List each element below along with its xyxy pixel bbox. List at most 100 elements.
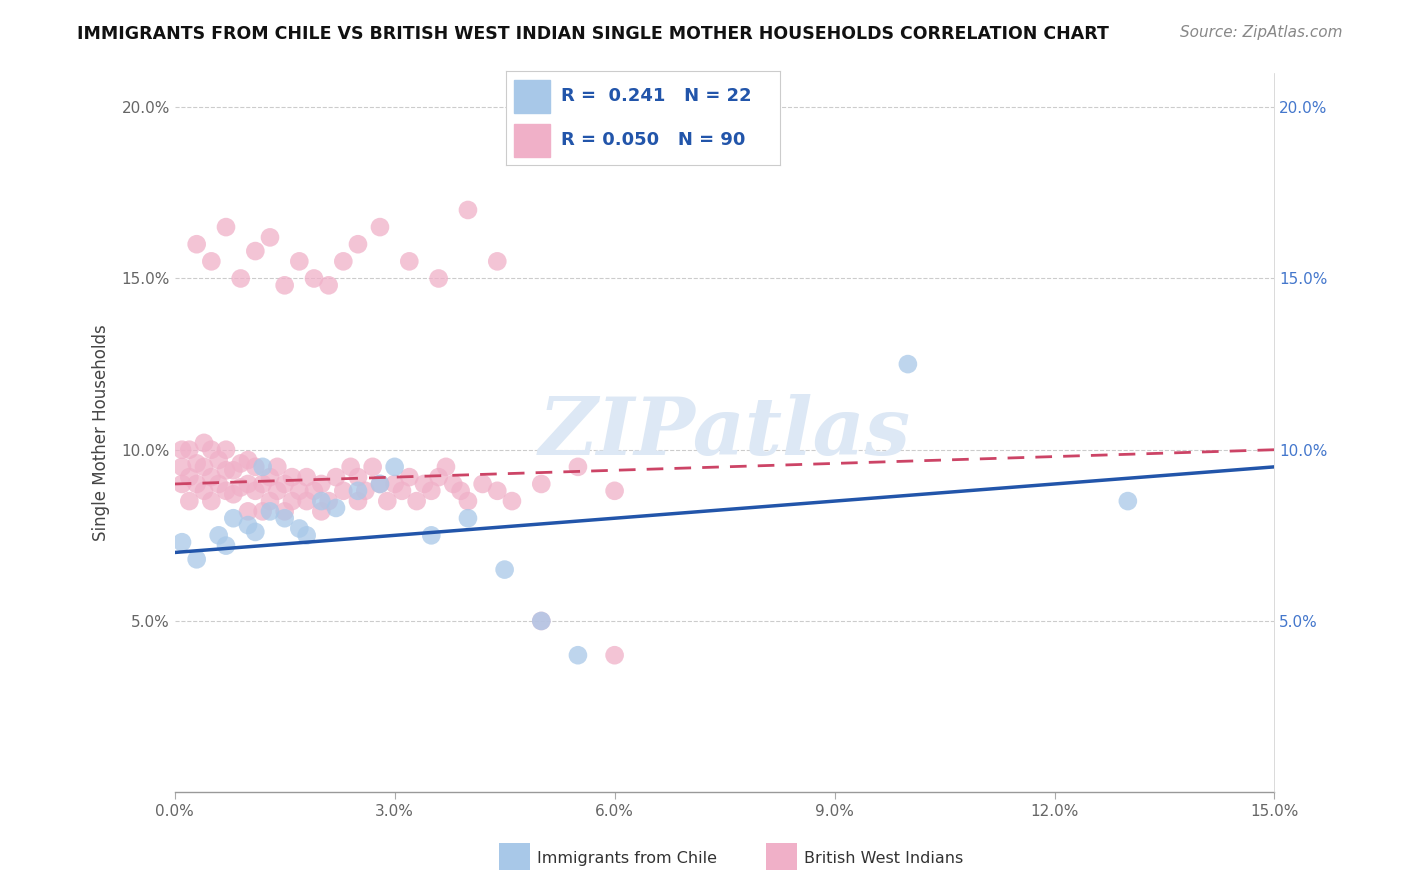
Point: [420, 528, 443, 542]
Point: [347, 237, 370, 252]
Point: [259, 494, 281, 508]
Point: [236, 518, 259, 533]
Text: R =  0.241   N = 22: R = 0.241 N = 22: [561, 87, 752, 105]
Point: [179, 470, 201, 484]
Point: [354, 483, 377, 498]
Point: [295, 528, 318, 542]
Point: [295, 494, 318, 508]
Point: [288, 483, 311, 498]
Point: [193, 483, 215, 498]
Point: [441, 477, 464, 491]
Point: [311, 504, 333, 518]
Point: [170, 477, 193, 491]
Point: [295, 470, 318, 484]
Text: Immigrants from Chile: Immigrants from Chile: [537, 851, 717, 865]
Point: [252, 477, 274, 491]
Text: Source: ZipAtlas.com: Source: ZipAtlas.com: [1180, 25, 1343, 40]
Point: [450, 483, 472, 498]
Point: [245, 483, 267, 498]
Point: [259, 504, 281, 518]
Point: [186, 477, 208, 491]
Point: [368, 477, 391, 491]
Point: [186, 552, 208, 566]
Point: [486, 483, 509, 498]
Point: [434, 459, 457, 474]
Point: [200, 254, 222, 268]
Point: [229, 271, 252, 285]
Text: British West Indians: British West Indians: [804, 851, 963, 865]
Point: [236, 504, 259, 518]
Point: [318, 278, 340, 293]
Point: [361, 459, 384, 474]
Point: [229, 480, 252, 494]
Point: [170, 459, 193, 474]
Point: [281, 470, 304, 484]
Point: [339, 459, 361, 474]
Point: [222, 463, 245, 477]
Point: [179, 494, 201, 508]
Point: [567, 459, 589, 474]
Point: [332, 254, 354, 268]
Point: [494, 563, 516, 577]
Point: [245, 524, 267, 539]
Point: [266, 483, 288, 498]
Point: [375, 494, 398, 508]
Text: ZIPatlas: ZIPatlas: [538, 394, 911, 471]
Point: [281, 494, 304, 508]
Point: [222, 511, 245, 525]
Point: [236, 477, 259, 491]
Point: [302, 483, 325, 498]
Point: [368, 477, 391, 491]
Point: [273, 511, 295, 525]
Point: [603, 648, 626, 663]
Point: [318, 494, 340, 508]
Point: [368, 220, 391, 235]
Point: [179, 442, 201, 457]
Point: [530, 614, 553, 628]
Point: [413, 477, 436, 491]
Point: [252, 459, 274, 474]
Point: [208, 528, 231, 542]
Point: [193, 435, 215, 450]
Point: [427, 470, 450, 484]
Point: [170, 535, 193, 549]
Point: [273, 477, 295, 491]
Point: [471, 477, 494, 491]
Point: [259, 470, 281, 484]
Point: [897, 357, 920, 371]
Point: [273, 504, 295, 518]
Point: [311, 477, 333, 491]
Point: [420, 483, 443, 498]
Point: [457, 202, 479, 217]
Point: [222, 487, 245, 501]
Point: [347, 494, 370, 508]
Point: [530, 614, 553, 628]
Point: [603, 483, 626, 498]
Point: [215, 220, 238, 235]
Point: [273, 278, 295, 293]
Point: [215, 539, 238, 553]
FancyBboxPatch shape: [515, 79, 550, 112]
Point: [186, 457, 208, 471]
Point: [229, 457, 252, 471]
Point: [325, 500, 347, 515]
Point: [208, 477, 231, 491]
Point: [332, 483, 354, 498]
Point: [391, 483, 413, 498]
Point: [325, 470, 347, 484]
Point: [193, 459, 215, 474]
Point: [288, 521, 311, 535]
Text: IMMIGRANTS FROM CHILE VS BRITISH WEST INDIAN SINGLE MOTHER HOUSEHOLDS CORRELATIO: IMMIGRANTS FROM CHILE VS BRITISH WEST IN…: [77, 25, 1109, 43]
Point: [236, 453, 259, 467]
Point: [200, 442, 222, 457]
Point: [347, 483, 370, 498]
Point: [398, 254, 420, 268]
Point: [288, 254, 311, 268]
Point: [501, 494, 523, 508]
Point: [427, 271, 450, 285]
Point: [245, 459, 267, 474]
Point: [215, 483, 238, 498]
Point: [215, 463, 238, 477]
Point: [1116, 494, 1139, 508]
Point: [311, 494, 333, 508]
